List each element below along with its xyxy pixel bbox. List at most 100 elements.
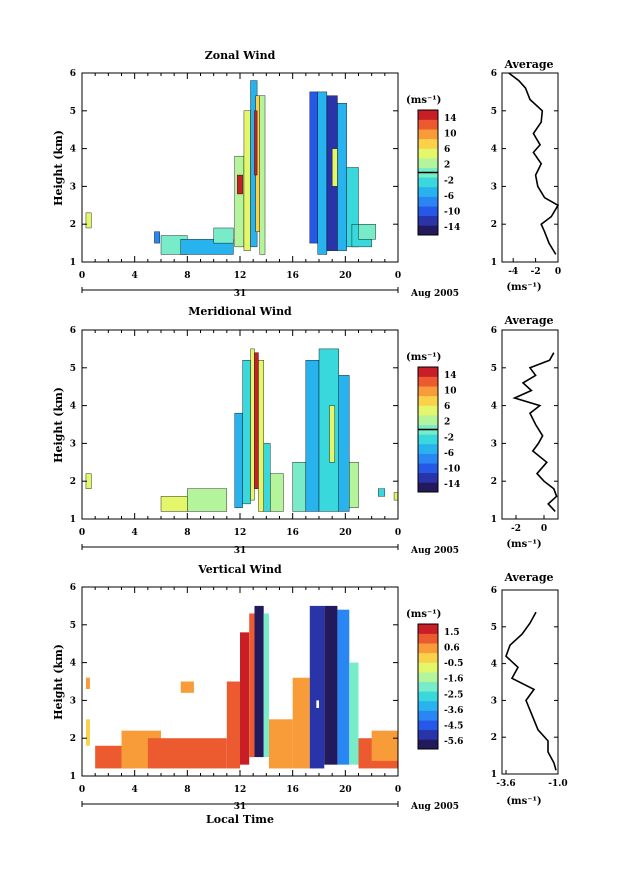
heatmap-cell [242, 360, 251, 505]
heatmap-cell [234, 412, 243, 508]
y-tick-label: 4 [70, 402, 76, 412]
heatmap-cell [305, 360, 320, 512]
colorbar-swatch [418, 148, 438, 159]
x-tick-label: 16 [286, 528, 299, 538]
y-tick-label: 1 [70, 258, 76, 268]
y-tick-label: 6 [70, 69, 76, 79]
panel-title-vertical: Vertical Wind [197, 563, 282, 576]
colorbar-unit-zonal: (ms⁻¹) [406, 95, 441, 106]
y-tick-label: 2 [70, 734, 76, 744]
colorbar-tick-label: -6 [444, 449, 454, 459]
colorbar-swatch [418, 434, 438, 445]
y-tick-label: 1 [70, 772, 76, 782]
heatmap-cell [316, 700, 319, 708]
profile-y-tick-label: 6 [491, 69, 497, 79]
heatmap-cell [268, 719, 293, 769]
y-tick-label: 5 [70, 364, 76, 374]
x-tick-label: 16 [286, 271, 299, 281]
x-tick-label: 16 [286, 785, 299, 795]
heatmap-cells [85, 348, 399, 512]
colorbar-swatch [418, 643, 438, 654]
profile-y-tick-label: 6 [491, 586, 497, 596]
profile-y-tick-label: 3 [491, 696, 497, 706]
heatmap-cell [258, 360, 264, 512]
heatmap-cell [337, 103, 347, 251]
profile-frame [501, 72, 559, 263]
heatmap-cell [85, 677, 90, 690]
colorbar-swatch [418, 672, 438, 682]
colorbar-tick-label: 1.5 [444, 628, 460, 638]
profile-title-meridional: Average [503, 314, 553, 327]
y-tick-label: 4 [70, 145, 76, 155]
x-tick-label: 0 [79, 271, 85, 281]
x-tick-label: 8 [184, 528, 190, 538]
colorbar-tick-label: -6 [444, 192, 454, 202]
day-label-vertical: 31 [234, 802, 247, 812]
panel-title-zonal: Zonal Wind [205, 49, 276, 62]
heatmap-cell [349, 662, 359, 765]
heatmap-cell [263, 613, 269, 758]
profile-x-tick-label: -2 [511, 524, 521, 534]
heatmap-cell [240, 632, 250, 765]
profile-y-tick-label: 5 [491, 107, 497, 117]
heatmap-cell [180, 681, 194, 693]
colorbar-tick-label: -5.6 [444, 737, 463, 747]
colorbar-tick-label: -0.5 [444, 659, 463, 669]
heatmap-cells [85, 80, 376, 255]
heatmap-cell [292, 677, 310, 769]
colorbar-swatch [418, 206, 438, 217]
profile-y-tick-label: 2 [491, 733, 497, 743]
y-tick-label: 1 [70, 515, 76, 525]
colorbar-tick-label: -14 [444, 480, 460, 490]
profile-y-tick-label: 5 [491, 623, 497, 633]
profile-y-tick-label: 3 [491, 439, 497, 449]
colorbar-swatch [418, 158, 438, 168]
x-tick-label: 4 [132, 528, 138, 538]
colorbar-tick-label: 2 [444, 161, 450, 171]
heatmap-cell [349, 462, 359, 508]
profile-title-vertical: Average [503, 571, 553, 584]
colorbar-swatch [418, 376, 438, 387]
x-axis-title: Local Time [206, 813, 274, 826]
heatmap-cells [85, 605, 398, 769]
heatmap-cell [259, 95, 266, 255]
colorbar-swatch [418, 405, 438, 416]
x-tick-label: 0 [395, 785, 401, 795]
colorbar-swatch [418, 395, 438, 406]
profile-line [505, 611, 557, 771]
colorbar-tick-label: 6 [444, 402, 450, 412]
profile-x-tick-label: 0 [555, 267, 561, 277]
colorbar-tick-label: -3.6 [444, 706, 463, 716]
heatmap-cell [371, 730, 398, 761]
heatmap-cell [234, 155, 245, 248]
x-tick-label: 0 [395, 528, 401, 538]
colorbar-tick-label: 6 [444, 145, 450, 155]
heatmap-cell [226, 681, 240, 769]
panel-title-meridional: Meridional Wind [188, 305, 292, 318]
x-tick-label: 12 [234, 785, 247, 795]
colorbar-tick-label: 2 [444, 418, 450, 428]
profile-title-zonal: Average [503, 58, 553, 71]
colorbar-tick-label: -10 [444, 465, 460, 475]
colorbar-tick-label: -2 [444, 433, 454, 443]
profile-y-tick-label: 2 [491, 477, 497, 487]
heatmap-cell [160, 496, 188, 512]
y-tick-label: 5 [70, 621, 76, 631]
heatmap-cell [337, 609, 350, 765]
heatmap-cell [254, 110, 258, 176]
colorbar-tick-label: -2.5 [444, 690, 463, 700]
colorbar-swatch [418, 138, 438, 149]
heatmap-cell [154, 231, 160, 244]
profile-x-tick-label: -2 [531, 267, 541, 277]
profile-x-tick-label: -4 [508, 267, 518, 277]
heatmap-cell [254, 352, 259, 489]
x-tick-label: 20 [339, 785, 352, 795]
heatmap-cell [249, 613, 255, 758]
y-tick-label: 5 [70, 107, 76, 117]
profile-y-tick-label: 2 [491, 220, 497, 230]
colorbar-frame [417, 623, 439, 750]
